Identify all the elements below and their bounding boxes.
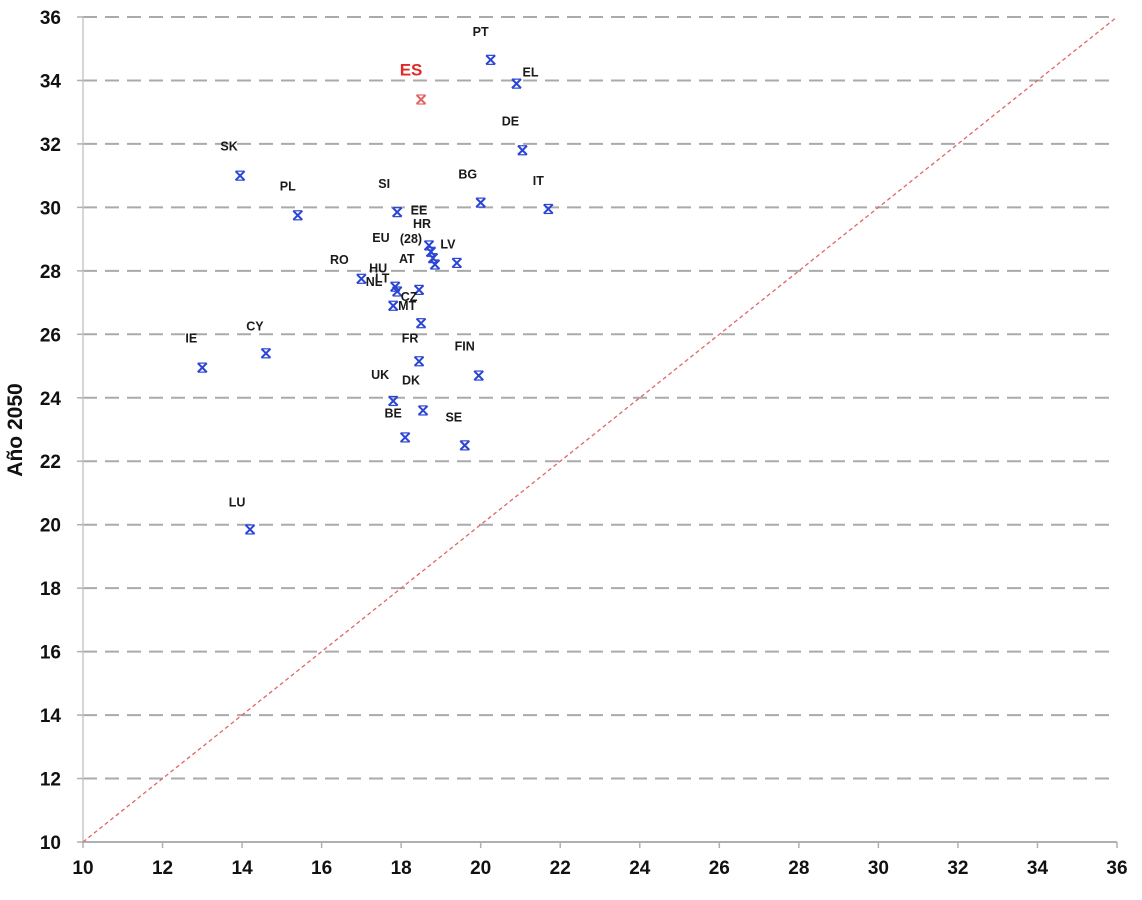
point-label-fr: FR: [402, 331, 419, 345]
point-at: [451, 257, 463, 269]
diagonal-line: [82, 16, 1118, 843]
point-uk: [387, 395, 399, 407]
point-fr: [413, 356, 425, 367]
point-mt: [387, 300, 399, 311]
reference-line: [82, 16, 1118, 843]
point-lt: [391, 286, 403, 297]
point-de: [517, 145, 528, 156]
point-bg: [475, 197, 486, 208]
point-fin: [473, 370, 484, 381]
x-tick-label-30: 30: [868, 858, 889, 879]
point-nl: [413, 284, 425, 296]
y-tick-label-32: 32: [40, 135, 61, 156]
y-axis-label: Año 2050: [4, 383, 27, 476]
point-label-dk: DK: [402, 373, 420, 387]
point-sk: [234, 170, 246, 181]
point-label-nl: NL: [366, 275, 383, 289]
point-pl: [292, 210, 303, 221]
y-tick-label-18: 18: [40, 579, 61, 600]
point-label-hr: HR: [413, 217, 431, 231]
point-lu: [244, 524, 256, 535]
x-tick-label-24: 24: [629, 858, 651, 879]
point-label-sk: SK: [220, 140, 237, 154]
y-tick-label-12: 12: [40, 770, 61, 791]
y-tick-label-14: 14: [40, 706, 62, 727]
x-tick-label-28: 28: [788, 858, 809, 879]
point-label-lu: LU: [229, 495, 246, 509]
point-dk: [417, 405, 429, 416]
point-label-mt: MT: [398, 299, 416, 313]
point-ro: [356, 273, 367, 284]
point-label-cy: CY: [246, 319, 264, 333]
axes: [77, 16, 1118, 848]
y-tick-label-16: 16: [40, 643, 61, 664]
point-it: [543, 203, 554, 215]
point-label-bg: BG: [458, 168, 477, 182]
x-tick-label-36: 36: [1106, 858, 1127, 879]
y-axis-ticks: 10 12 14 16 18 20 22 24 26 28 30 32 34 36: [40, 8, 62, 854]
point-label-cz: CZ: [401, 290, 418, 304]
point-label-el: EL: [522, 66, 538, 80]
point-el: [511, 78, 522, 89]
point-label-ro: RO: [330, 253, 349, 267]
point-label-it: IT: [533, 174, 544, 188]
point-label-at: AT: [399, 252, 415, 266]
point-label-se: SE: [445, 410, 462, 424]
point-lv: [429, 259, 441, 270]
point-label-pl: PL: [280, 179, 296, 193]
y-tick-label-22: 22: [40, 452, 61, 473]
point-ie: [197, 362, 208, 373]
x-tick-label-22: 22: [550, 858, 571, 879]
gridlines: [83, 16, 1117, 780]
x-tick-label-16: 16: [311, 858, 332, 879]
point-pt: [485, 54, 496, 66]
y-tick-label-10: 10: [40, 833, 61, 854]
point-se: [459, 440, 470, 451]
point-label-lv: LV: [440, 238, 456, 252]
x-tick-label-32: 32: [947, 858, 968, 879]
y-tick-label-34: 34: [40, 71, 62, 92]
point-label-uk: UK: [371, 368, 389, 382]
point-label-pt: PT: [473, 25, 489, 39]
point-cy: [260, 348, 272, 359]
point-label-ie: IE: [185, 332, 197, 346]
point-label-lt: LT: [375, 271, 390, 285]
y-tick-label-26: 26: [40, 325, 61, 346]
point-label-eu-28: EU (28): [372, 231, 422, 246]
x-tick-label-26: 26: [709, 858, 730, 879]
data-points: [197, 54, 554, 535]
y-tick-label-20: 20: [40, 516, 61, 537]
y-tick-label-30: 30: [40, 198, 61, 219]
point-label-es: ES: [400, 61, 423, 80]
x-tick-label-20: 20: [470, 858, 491, 879]
point-be: [399, 432, 411, 443]
point-label-de: DE: [502, 114, 519, 128]
point-es: [415, 94, 427, 105]
x-tick-label-14: 14: [232, 858, 254, 879]
y-tick-label-24: 24: [40, 389, 62, 410]
y-tick-label-36: 36: [40, 8, 61, 29]
point-label-fin: FIN: [455, 340, 475, 354]
x-tick-label-10: 10: [72, 858, 93, 879]
point-label-ee: EE: [411, 203, 428, 217]
point-label-hu: HU: [369, 262, 387, 276]
x-tick-label-34: 34: [1027, 858, 1049, 879]
point-si: [391, 206, 403, 218]
point-cz: [415, 317, 427, 329]
x-tick-label-18: 18: [391, 858, 412, 879]
point-label-si: SI: [378, 177, 390, 191]
point-label-be: BE: [384, 406, 401, 420]
x-tick-label-12: 12: [152, 858, 173, 879]
y-tick-label-28: 28: [40, 262, 61, 283]
x-axis-ticks: 10 12 14 16 18 20 22 24 26 28 30 32 34 36: [72, 858, 1127, 879]
